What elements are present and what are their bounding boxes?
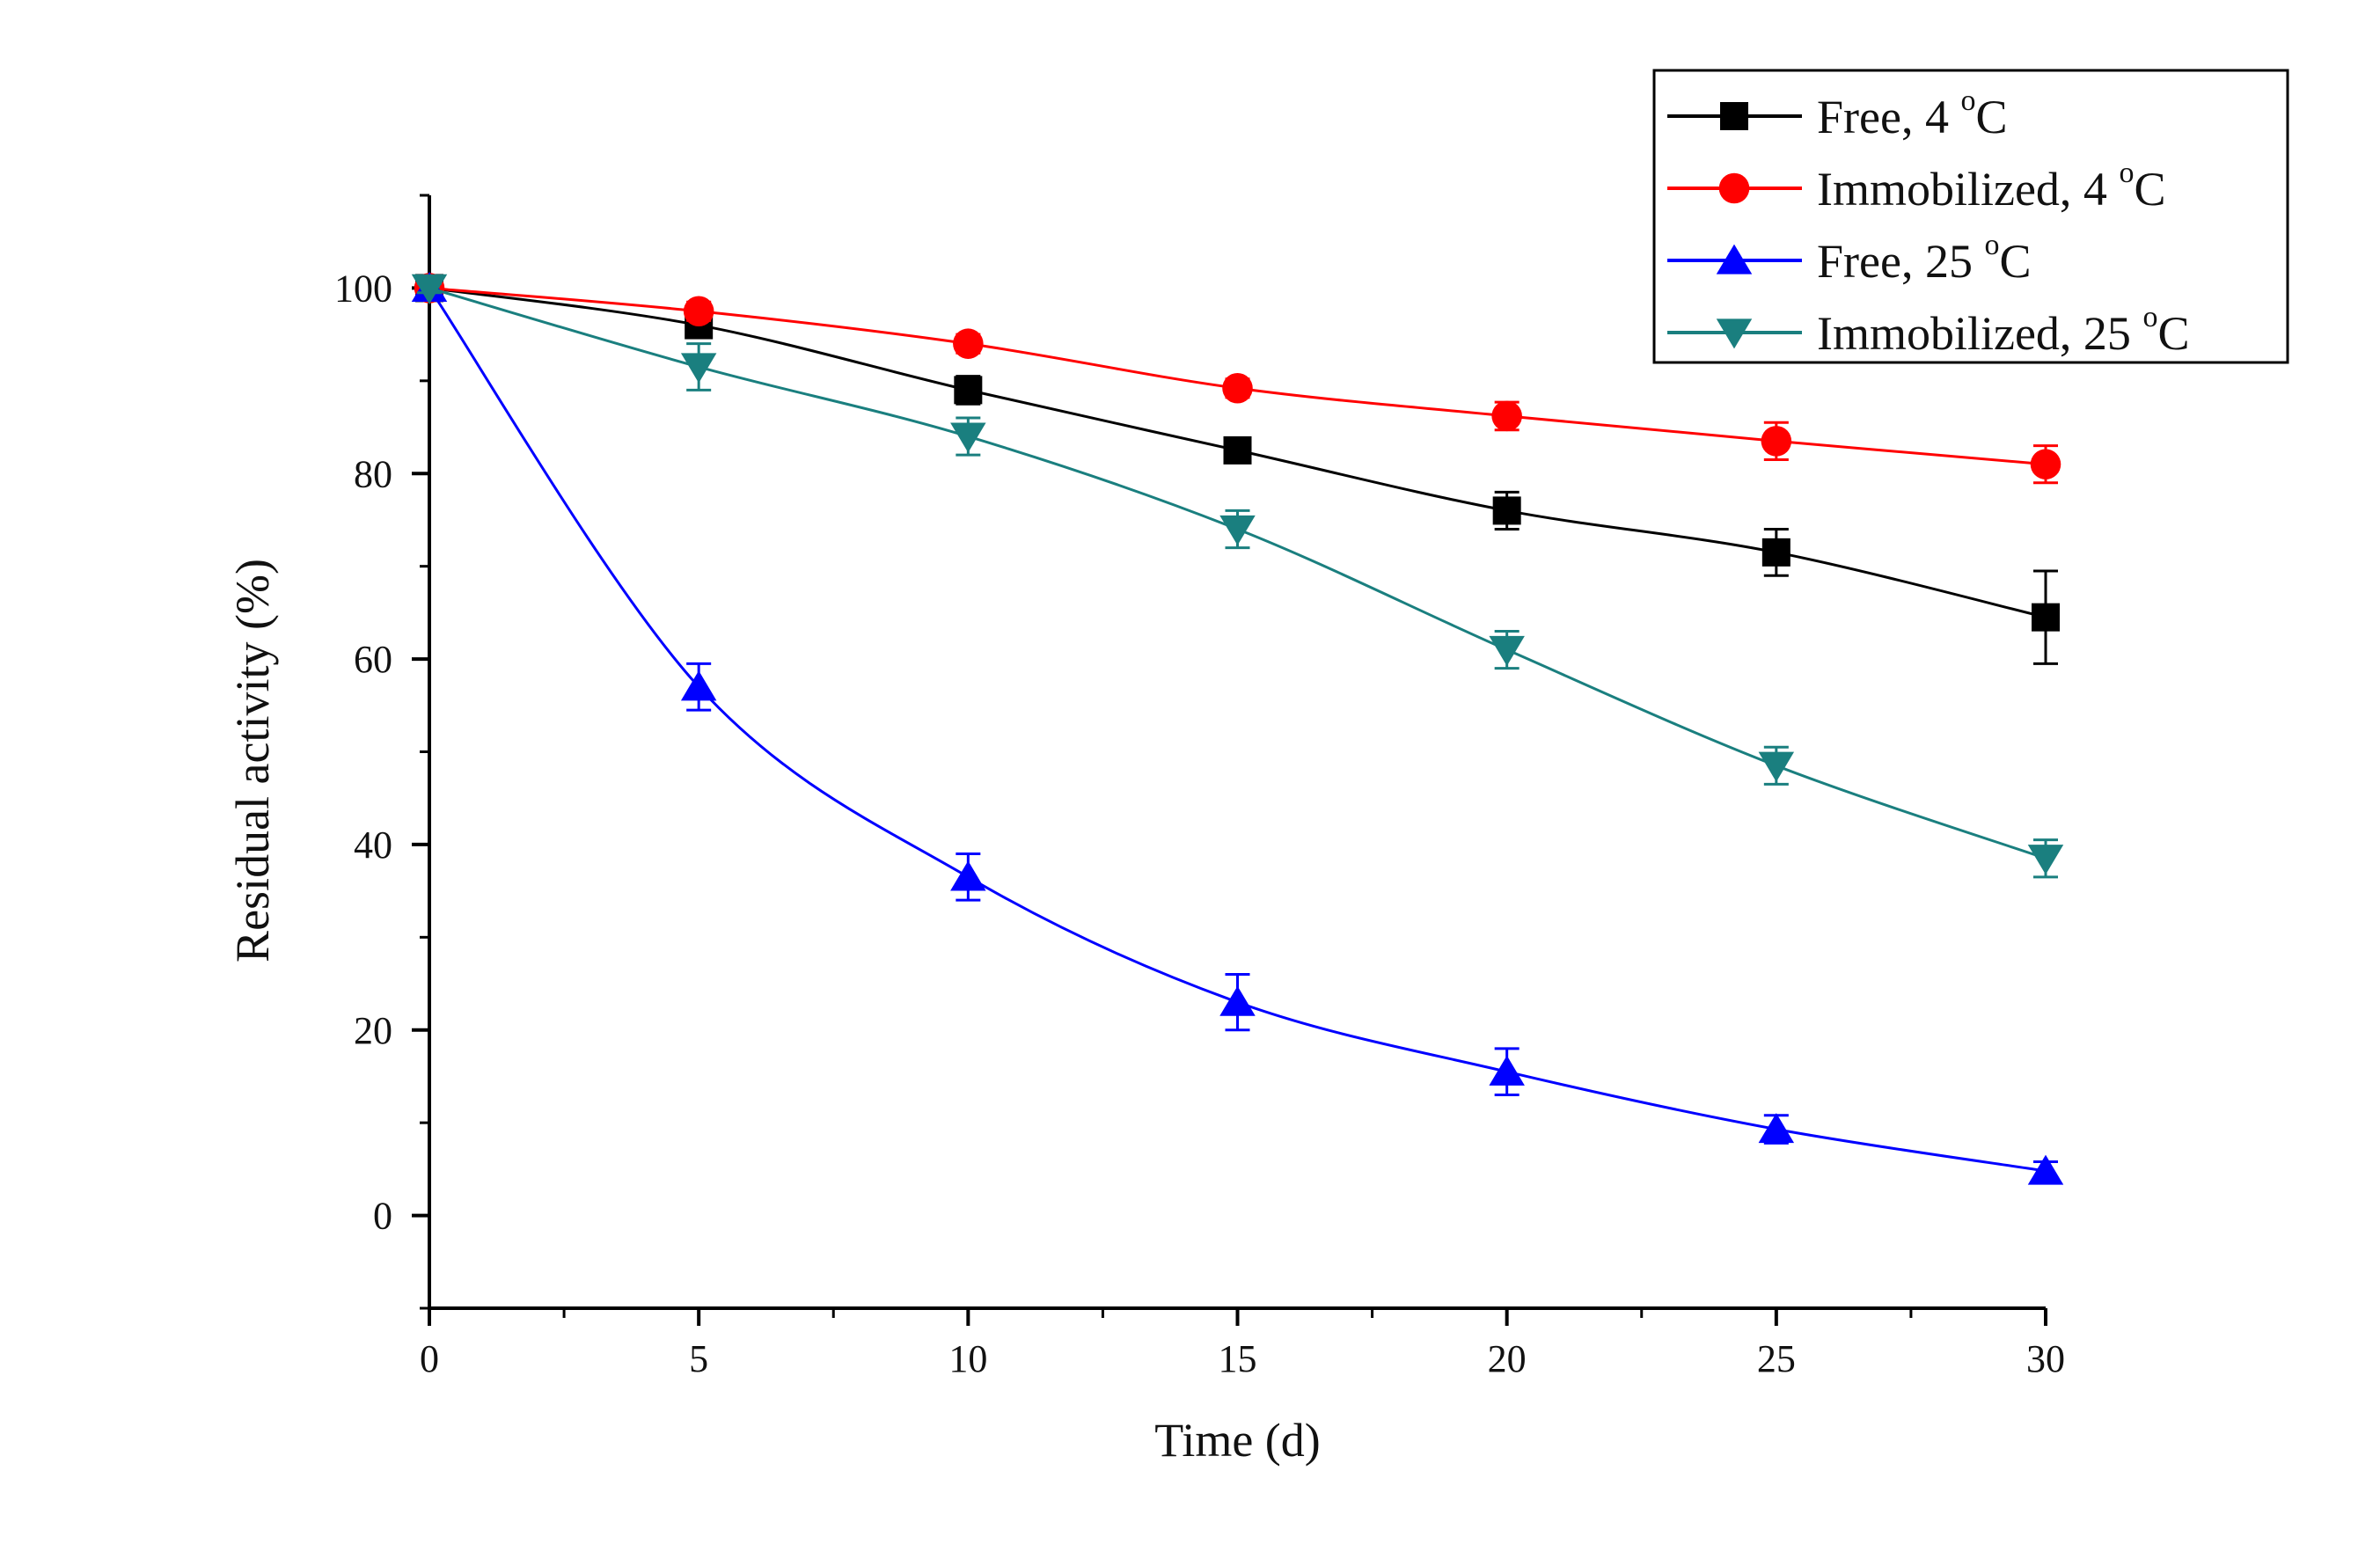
data-point	[1758, 1113, 1795, 1144]
y-tick-label: 60	[354, 638, 392, 681]
data-point	[2027, 1154, 2064, 1185]
data-point	[2030, 449, 2061, 479]
data-point	[1489, 635, 1525, 666]
y-tick-label: 20	[354, 1009, 392, 1052]
data-point	[950, 422, 986, 453]
data-point	[683, 296, 714, 327]
data-point	[953, 328, 984, 359]
legend: Free, 4 oC Immobilized, 4 oC Free, 25 oC Im…	[1652, 69, 2289, 364]
axes: 0 5 10 15 20 25 30 0 20 40 60 80 100	[334, 194, 2065, 1380]
x-tick-label: 15	[1219, 1337, 1257, 1380]
data-point	[1758, 751, 1795, 782]
data-point	[950, 860, 986, 891]
series-layer	[411, 272, 2064, 1185]
x-tick-label: 10	[948, 1337, 987, 1380]
data-point	[954, 376, 983, 405]
data-point	[680, 353, 717, 384]
legend-marker	[1716, 318, 1753, 349]
legend-label: Immobilized, 4 oC	[1817, 157, 2165, 216]
series-2	[411, 272, 2064, 1185]
data-point	[1223, 435, 1252, 465]
legend-label: Free, 4 oC	[1817, 84, 2007, 143]
legend-marker	[1716, 244, 1753, 274]
data-point	[411, 274, 448, 304]
x-tick-label: 25	[1757, 1337, 1796, 1380]
data-point	[1491, 400, 1522, 432]
data-point	[1761, 538, 1790, 567]
legend-marker	[1718, 172, 1750, 204]
data-point	[1219, 985, 1256, 1016]
legend-label: Free, 25 oC	[1817, 229, 2031, 288]
y-tick-label: 0	[373, 1195, 392, 1238]
data-point	[2032, 603, 2060, 632]
y-axis-title: Residual activity (%)	[226, 559, 279, 962]
x-axis-title: Time (d)	[1154, 1414, 1321, 1467]
data-point	[1219, 515, 1256, 545]
x-tick-label: 0	[420, 1337, 439, 1380]
y-tick-label: 100	[334, 267, 392, 310]
data-point	[1761, 426, 1792, 457]
data-point	[680, 670, 717, 701]
data-point	[2027, 845, 2064, 875]
y-tick-label: 80	[354, 452, 392, 495]
legend-marker	[1720, 102, 1748, 130]
data-point	[1492, 496, 1521, 525]
x-tick-label: 5	[689, 1337, 708, 1380]
legend-box	[1652, 69, 2289, 364]
data-point	[1222, 372, 1253, 404]
series-3	[411, 274, 2064, 879]
x-tick-label: 20	[1488, 1337, 1527, 1380]
data-point	[1489, 1055, 1525, 1086]
x-tick-label: 30	[2026, 1337, 2065, 1380]
y-tick-label: 40	[354, 823, 392, 867]
legend-label: Immobilized, 25 oC	[1817, 301, 2189, 360]
